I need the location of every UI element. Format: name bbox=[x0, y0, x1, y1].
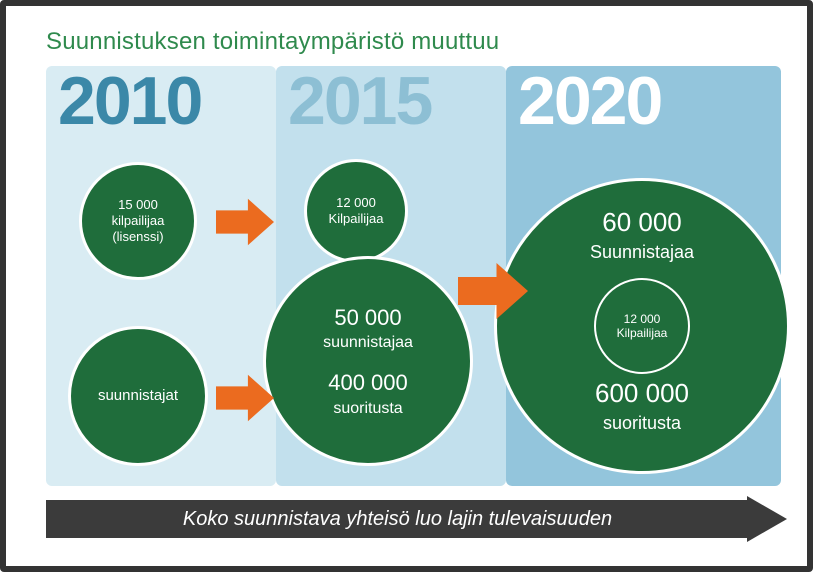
circle-2010-competitors: 15 000 kilpailijaa (lisenssi) bbox=[79, 162, 197, 280]
bottom-banner-text: Koko suunnistava yhteisö luo lajin tulev… bbox=[183, 508, 612, 531]
circle-2010-orienteers: suunnistajat bbox=[68, 326, 208, 466]
arrow-icon bbox=[458, 261, 528, 321]
c1-line1: 15 000 bbox=[118, 197, 158, 213]
year-label-2015: 2015 bbox=[288, 62, 431, 140]
circle-2020-inner-competitors: 12 000 Kilpailijaa bbox=[594, 278, 690, 374]
c3-line2: Kilpailijaa bbox=[329, 211, 384, 227]
c1-line3: (lisenssi) bbox=[112, 229, 163, 245]
c4-num1: 50 000 bbox=[323, 304, 413, 332]
c4-lab1: suunnistajaa bbox=[323, 333, 413, 353]
c5-num1: 60 000 bbox=[590, 206, 694, 239]
page-title: Suunnistuksen toimintaympäristö muuttuu bbox=[46, 28, 499, 56]
year-label-2010: 2010 bbox=[58, 62, 201, 140]
circle-2020-all: 60 000 Suunnistajaa 12 000 Kilpailijaa 6… bbox=[494, 178, 790, 474]
circle-2015-orienteers: 50 000 suunnistajaa 400 000 suoritusta bbox=[263, 256, 473, 466]
circle-2015-competitors: 12 000 Kilpailijaa bbox=[304, 159, 408, 263]
c5-inner-line1: 12 000 bbox=[624, 312, 661, 326]
year-label-2020: 2020 bbox=[518, 62, 661, 140]
c5-num2: 600 000 bbox=[595, 377, 689, 410]
c4-lab2: suoritusta bbox=[328, 399, 408, 419]
c1-line2: kilpailijaa bbox=[112, 213, 165, 229]
infographic-canvas: Suunnistuksen toimintaympäristö muuttuu … bbox=[6, 6, 807, 566]
c3-line1: 12 000 bbox=[336, 195, 376, 211]
arrow-icon bbox=[216, 198, 274, 246]
bottom-banner-arrow: Koko suunnistava yhteisö luo lajin tulev… bbox=[46, 496, 787, 542]
c5-lab2: suoritusta bbox=[595, 412, 689, 435]
arrow-icon bbox=[216, 374, 274, 422]
c2-line1: suunnistajat bbox=[98, 387, 178, 406]
c4-num2: 400 000 bbox=[328, 369, 408, 397]
c5-lab1: Suunnistajaa bbox=[590, 241, 694, 264]
c5-inner-line2: Kilpailijaa bbox=[617, 326, 668, 340]
